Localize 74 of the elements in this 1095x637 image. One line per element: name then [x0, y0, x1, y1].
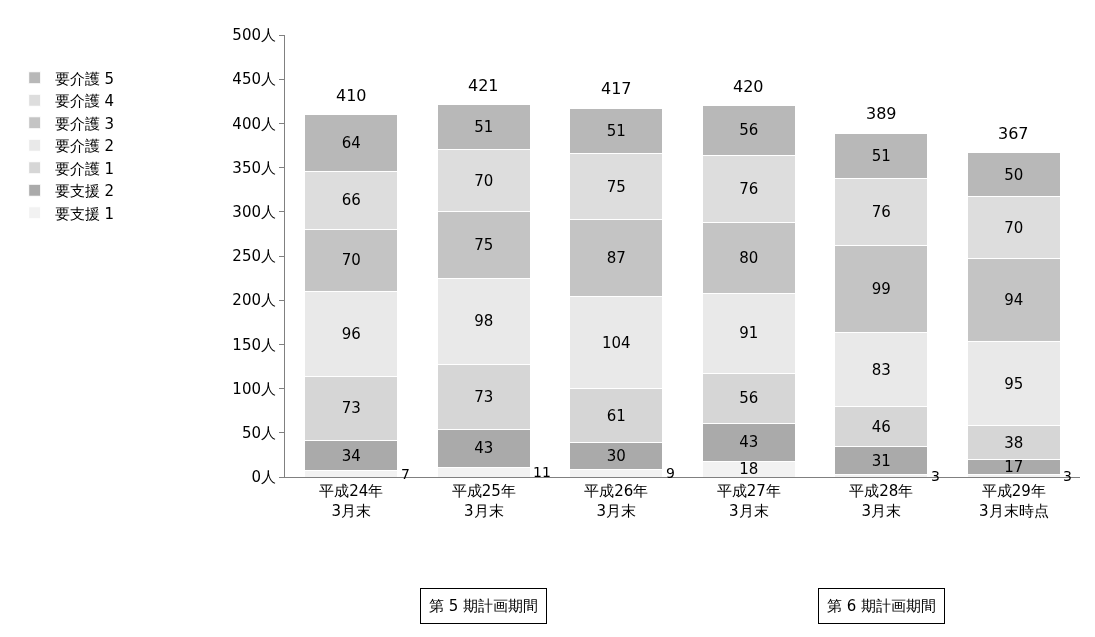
- data-label: 76: [871, 202, 891, 221]
- data-label: 30: [606, 446, 626, 465]
- data-label: 95: [1004, 374, 1024, 393]
- legend-label: 要介護 5: [54, 69, 115, 88]
- data-label: 76: [739, 179, 759, 198]
- legend-label: 要支援 2: [54, 182, 115, 201]
- data-label: 46: [871, 417, 891, 436]
- y-tick-label: 250人: [232, 247, 276, 266]
- x-tick-label: 平成24年 3月末: [319, 482, 384, 520]
- data-label: 51: [871, 146, 891, 165]
- x-tick-label: 平成27年 3月末: [716, 482, 781, 520]
- x-tick-label: 平成29年 3月末時点: [978, 482, 1049, 520]
- data-label: 70: [1004, 218, 1024, 237]
- data-label: 9: [666, 465, 675, 481]
- data-label: 31: [871, 451, 891, 470]
- data-label: 66: [341, 191, 361, 210]
- total-label: 421: [468, 76, 499, 95]
- data-label: 80: [739, 248, 759, 267]
- data-label: 98: [474, 312, 494, 331]
- data-label: 51: [474, 118, 494, 137]
- data-label: 73: [341, 399, 361, 418]
- data-label: 34: [341, 446, 361, 465]
- y-tick-label: 350人: [232, 158, 276, 177]
- x-tick-label: 平成25年 3月末: [451, 482, 516, 520]
- y-tick-label: 300人: [232, 203, 276, 222]
- data-label: 99: [871, 280, 891, 299]
- total-label: 367: [998, 124, 1029, 143]
- data-label: 3: [1063, 468, 1072, 484]
- y-tick-label: 400人: [232, 114, 276, 133]
- text: 第 6 期計画期間: [827, 597, 937, 615]
- total-label: 389: [866, 104, 897, 123]
- data-label: 64: [341, 133, 361, 152]
- data-label: 51: [606, 121, 626, 140]
- data-label: 70: [341, 251, 361, 270]
- data-label: 83: [871, 360, 891, 379]
- data-label: 17: [1004, 457, 1024, 476]
- data-label: 96: [341, 324, 361, 343]
- x-tick-label: 平成26年 3月末: [584, 482, 649, 520]
- data-label: 3: [931, 468, 940, 484]
- total-label: 410: [336, 86, 367, 105]
- y-tick-label: 150人: [232, 335, 276, 354]
- data-label: 75: [606, 177, 626, 196]
- data-label: 56: [739, 121, 759, 140]
- data-label: 70: [474, 171, 494, 190]
- legend-label: 要支援 1: [54, 204, 115, 223]
- data-label: 104: [601, 333, 631, 352]
- y-tick-label: 0人: [251, 468, 276, 487]
- data-label: 73: [474, 387, 494, 406]
- data-label: 87: [606, 249, 626, 268]
- legend-label: 要介護 4: [54, 92, 115, 111]
- legend-label: 要介護 1: [54, 159, 115, 178]
- total-label: 417: [601, 79, 632, 98]
- data-label: 43: [474, 439, 494, 458]
- total-label: 420: [733, 77, 764, 96]
- data-label: 56: [739, 389, 759, 408]
- y-tick-label: 100人: [232, 379, 276, 398]
- y-tick-label: 50人: [241, 424, 276, 443]
- data-label: 18: [739, 460, 759, 479]
- text: 第 5 期計画期間: [429, 597, 539, 615]
- y-tick-label: 500人: [232, 26, 276, 45]
- x-tick-label: 平成28年 3月末: [849, 482, 914, 520]
- legend-label: 要介護 3: [54, 114, 115, 133]
- data-label: 50: [1004, 165, 1024, 184]
- data-label: 11: [533, 464, 551, 480]
- data-label: 61: [606, 406, 626, 425]
- legend-label: 要介護 2: [54, 137, 115, 156]
- data-label: 94: [1004, 291, 1024, 310]
- data-label: 7: [401, 466, 410, 482]
- y-tick-label: 450人: [232, 70, 276, 89]
- data-label: 91: [739, 324, 759, 343]
- y-tick-label: 200人: [232, 291, 276, 310]
- data-label: 75: [474, 235, 494, 254]
- data-label: 43: [739, 433, 759, 452]
- data-label: 38: [1004, 433, 1024, 452]
